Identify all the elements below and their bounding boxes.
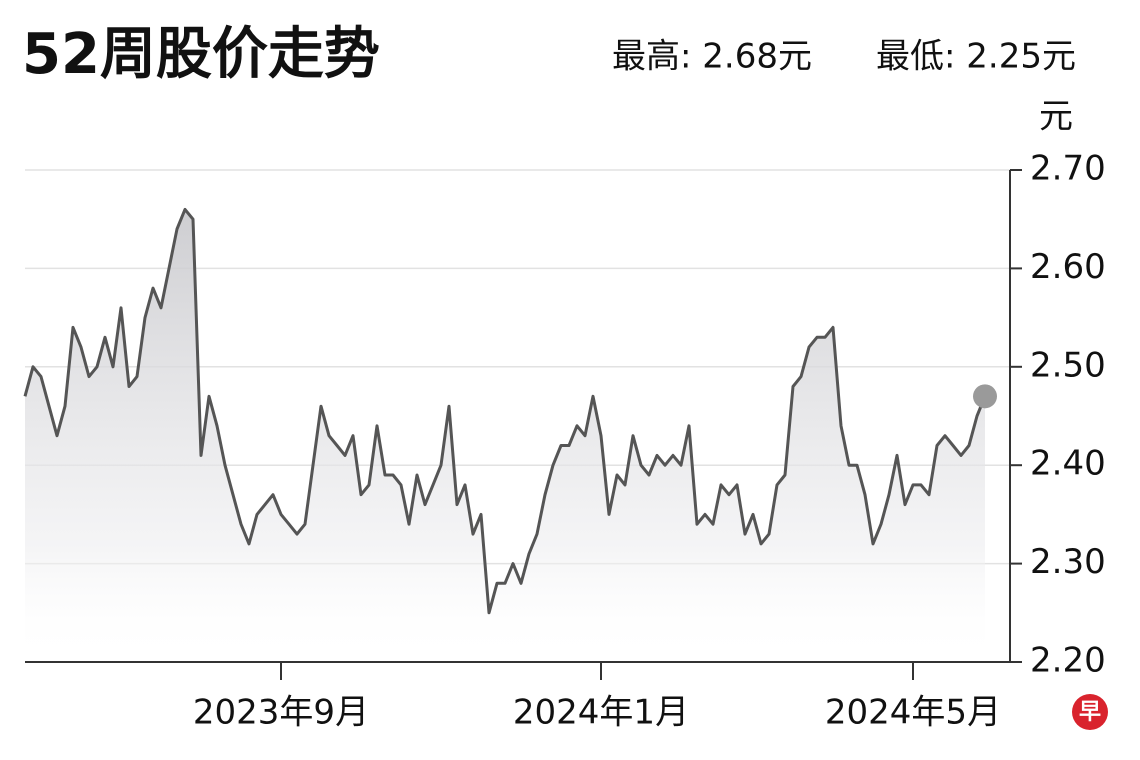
last-point xyxy=(973,384,997,409)
x-tick-label: 2023年9月 xyxy=(193,693,369,733)
annotation: 最低: 2.25元 xyxy=(876,37,1076,77)
annotation: 最高: 2.68元 xyxy=(612,37,812,77)
x-tick-label: 2024年1月 xyxy=(513,693,689,733)
area xyxy=(25,209,985,662)
y-tick-label: 2.30 xyxy=(1030,542,1106,582)
y-tick-label: 2.50 xyxy=(1030,345,1106,385)
y-tick-label: 2.20 xyxy=(1030,641,1106,681)
price-line xyxy=(23,207,987,615)
logo-badge xyxy=(1072,694,1108,730)
chart-title: 52周股价走势 xyxy=(22,22,380,87)
logo: 早 xyxy=(1079,700,1101,725)
y-tick-label: 2.70 xyxy=(1030,149,1106,189)
x-tick-label: 2024年5月 xyxy=(825,693,1001,733)
y-tick-label: 2.40 xyxy=(1030,444,1106,484)
y-unit: 元 xyxy=(1039,97,1073,137)
y-tick-label: 2.60 xyxy=(1030,247,1106,287)
